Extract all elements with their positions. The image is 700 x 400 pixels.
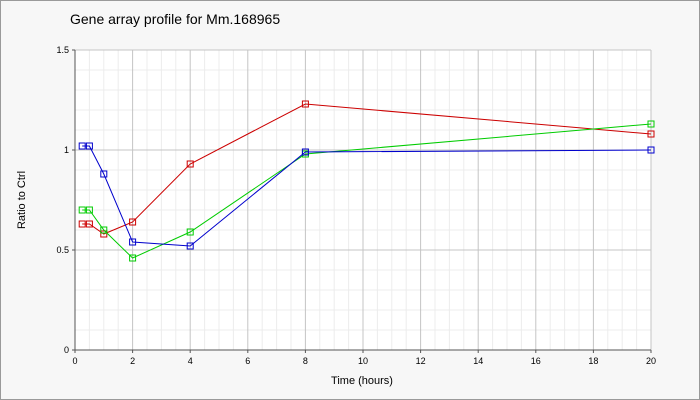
y-tick-label: 1.5 <box>56 45 69 55</box>
y-axis-title: Ratio to Ctrl <box>16 171 28 229</box>
y-tick-label: 0.5 <box>56 245 69 255</box>
data-point-marker <box>78 220 86 228</box>
x-axis-ticks: 0 2 4 6 8 10 12 14 16 18 20 <box>72 350 656 366</box>
data-point-marker <box>100 226 108 234</box>
data-point-marker <box>78 206 86 214</box>
data-point-marker <box>100 230 108 238</box>
data-point-marker <box>100 170 108 178</box>
data-point-marker <box>129 218 137 226</box>
x-tick-label: 2 <box>130 356 135 366</box>
x-tick-label: 8 <box>303 356 308 366</box>
x-axis-title: Time (hours) <box>331 375 393 387</box>
data-point-marker <box>78 142 86 150</box>
data-point-marker <box>186 228 194 236</box>
y-axis-ticks: 0 0.5 1 1.5 <box>56 45 75 355</box>
data-point-marker <box>186 160 194 168</box>
series-2 <box>78 120 655 262</box>
data-point-marker <box>85 220 93 228</box>
data-point-marker <box>186 242 194 250</box>
chart-title: Gene array profile for Mm.168965 <box>70 11 280 27</box>
y-tick-label: 0 <box>64 345 69 355</box>
x-tick-label: 6 <box>245 356 250 366</box>
y-tick-label: 1 <box>64 145 69 155</box>
series-layer <box>78 100 655 262</box>
data-point-marker <box>301 148 309 156</box>
data-point-marker <box>85 206 93 214</box>
data-point-marker <box>129 238 137 246</box>
series-line <box>82 123 652 259</box>
data-point-marker <box>85 142 93 150</box>
data-point-marker <box>129 254 137 262</box>
series-1 <box>78 100 655 238</box>
x-tick-label: 16 <box>531 356 541 366</box>
data-point-marker <box>647 130 655 138</box>
data-point-marker <box>647 146 655 154</box>
data-point-marker <box>647 120 655 128</box>
series-3 <box>78 142 655 250</box>
x-tick-label: 0 <box>72 356 77 366</box>
x-tick-label: 12 <box>416 356 426 366</box>
x-tick-label: 20 <box>646 356 656 366</box>
x-tick-label: 18 <box>588 356 598 366</box>
x-tick-label: 4 <box>188 356 193 366</box>
data-point-marker <box>301 100 309 108</box>
x-tick-label: 14 <box>473 356 483 366</box>
series-line <box>82 145 652 247</box>
series-line <box>82 103 652 235</box>
x-tick-label: 10 <box>358 356 368 366</box>
